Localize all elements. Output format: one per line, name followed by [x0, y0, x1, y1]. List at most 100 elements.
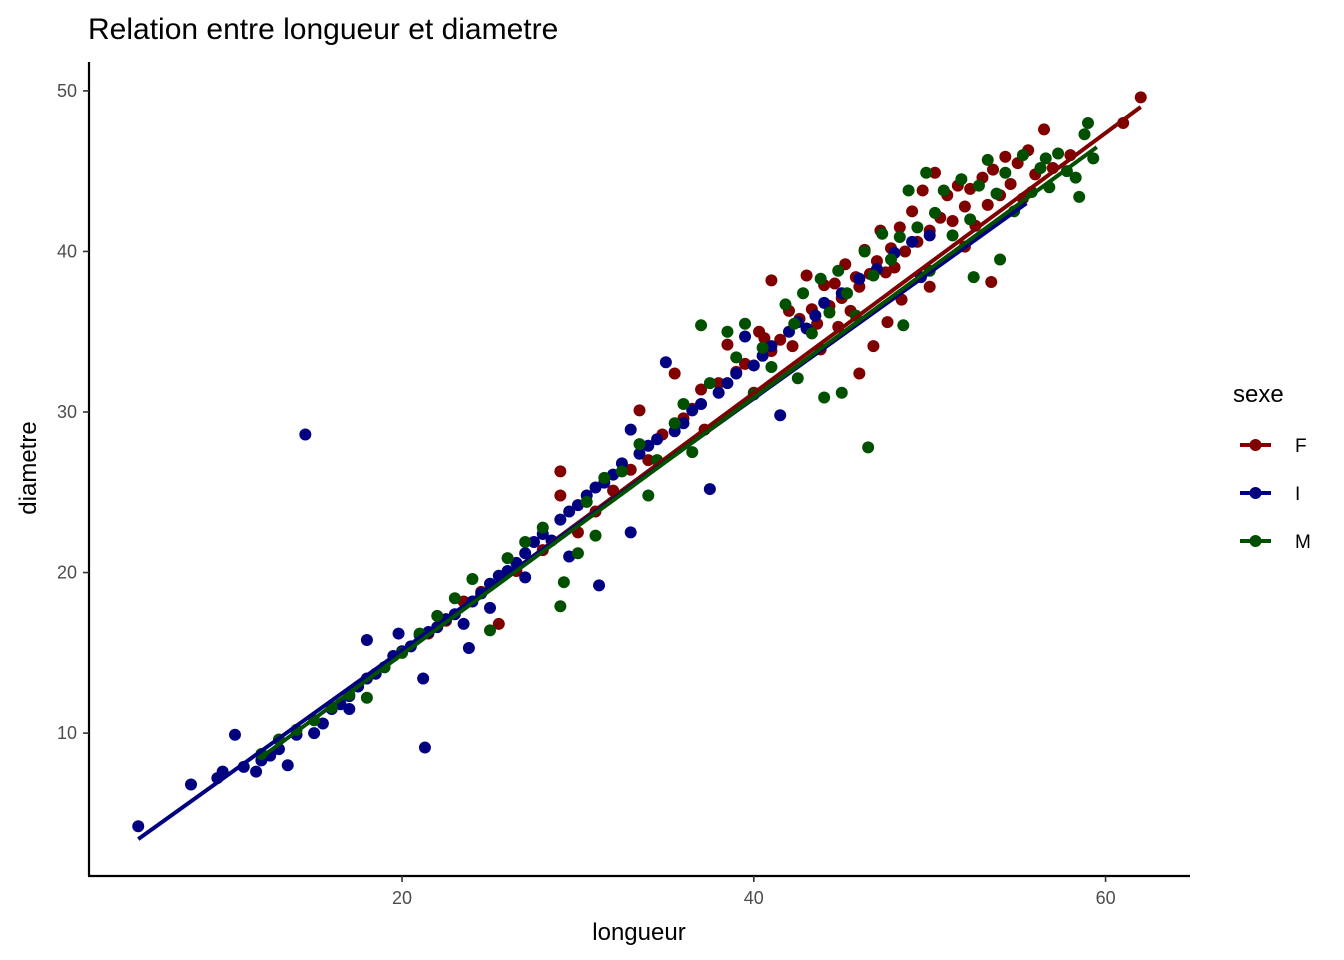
- point-i: [519, 547, 532, 560]
- point-i: [563, 505, 576, 518]
- x-ticks: 20 40 60: [392, 876, 1116, 908]
- point-f: [987, 163, 1000, 176]
- point-m: [955, 173, 968, 186]
- point-i: [739, 330, 752, 343]
- point-m: [466, 572, 479, 585]
- point-f: [786, 340, 799, 353]
- point-f: [800, 269, 813, 282]
- point-m: [946, 229, 959, 242]
- point-f: [985, 275, 998, 288]
- point-f: [928, 166, 941, 179]
- point-m: [902, 184, 915, 197]
- point-m: [928, 206, 941, 219]
- point-m: [580, 495, 593, 508]
- point-f: [867, 340, 880, 353]
- point-i: [554, 513, 567, 526]
- point-m: [431, 609, 444, 622]
- legend-label: M: [1295, 532, 1311, 553]
- y-tick-label: 40: [57, 241, 77, 261]
- point-m: [554, 600, 567, 613]
- trend-line-m: [260, 145, 1098, 759]
- point-m: [668, 417, 681, 430]
- point-i: [392, 627, 405, 640]
- point-f: [906, 205, 919, 218]
- legend-label: F: [1295, 436, 1307, 457]
- point-m: [739, 317, 752, 330]
- y-tick-label: 20: [57, 563, 77, 583]
- y-tick-label: 10: [57, 723, 77, 743]
- point-m: [501, 552, 514, 565]
- point-m: [677, 397, 690, 410]
- point-m: [876, 227, 889, 240]
- point-f: [1004, 178, 1017, 191]
- point-m: [805, 327, 818, 340]
- point-m: [1069, 171, 1082, 184]
- point-m: [862, 441, 875, 454]
- point-m: [972, 179, 985, 192]
- point-m: [832, 264, 845, 277]
- point-m: [589, 529, 602, 542]
- point-m: [920, 166, 933, 179]
- point-i: [527, 536, 540, 549]
- point-i: [462, 642, 475, 655]
- point-f: [916, 184, 929, 197]
- point-m: [818, 391, 831, 404]
- point-i: [281, 759, 294, 772]
- point-i: [774, 409, 787, 422]
- point-f: [695, 383, 708, 396]
- point-m: [893, 231, 906, 244]
- point-i: [418, 741, 431, 754]
- point-f: [554, 465, 567, 478]
- point-i: [484, 601, 497, 614]
- point-m: [765, 361, 778, 374]
- point-f: [881, 316, 894, 329]
- x-tick-label: 60: [1096, 888, 1116, 908]
- point-f: [999, 150, 1012, 163]
- point-m: [571, 547, 584, 560]
- point-i: [250, 765, 263, 778]
- point-m: [730, 351, 743, 364]
- plot-area: [132, 91, 1147, 841]
- point-m: [964, 213, 977, 226]
- point-m: [841, 287, 854, 300]
- point-f: [765, 274, 778, 287]
- point-m: [557, 576, 570, 589]
- y-axis-title: diametre: [15, 421, 42, 514]
- y-ticks: 10 20 30 40 50: [57, 81, 89, 743]
- point-m: [536, 521, 549, 534]
- point-i: [132, 820, 145, 833]
- point-f: [633, 404, 646, 417]
- point-i: [659, 356, 672, 369]
- legend-title: sexe: [1233, 381, 1284, 408]
- point-i: [853, 272, 866, 285]
- point-i: [299, 428, 312, 441]
- point-f: [946, 214, 959, 227]
- point-i: [809, 309, 822, 322]
- point-f: [712, 377, 725, 390]
- point-m: [1052, 147, 1065, 160]
- legend: sexe F I M: [1233, 381, 1311, 553]
- point-f: [492, 617, 505, 630]
- chart-title: Relation entre longueur et diametre: [88, 13, 558, 46]
- legend-item-i: I: [1240, 484, 1300, 505]
- point-f: [721, 338, 734, 351]
- point-f: [923, 280, 936, 293]
- legend-key-point: [1249, 535, 1262, 547]
- point-m: [823, 306, 836, 319]
- point-m: [990, 187, 1003, 200]
- point-m: [858, 245, 871, 258]
- point-i: [906, 235, 919, 248]
- point-i: [747, 359, 760, 372]
- point-m: [937, 184, 950, 197]
- point-i: [703, 483, 716, 496]
- point-i: [589, 481, 602, 494]
- point-m: [642, 489, 655, 502]
- point-i: [624, 526, 637, 539]
- x-tick-label: 20: [392, 888, 412, 908]
- point-f: [828, 277, 841, 290]
- point-m: [1087, 152, 1100, 165]
- point-m: [1039, 152, 1052, 165]
- point-m: [814, 272, 827, 285]
- point-i: [686, 404, 699, 417]
